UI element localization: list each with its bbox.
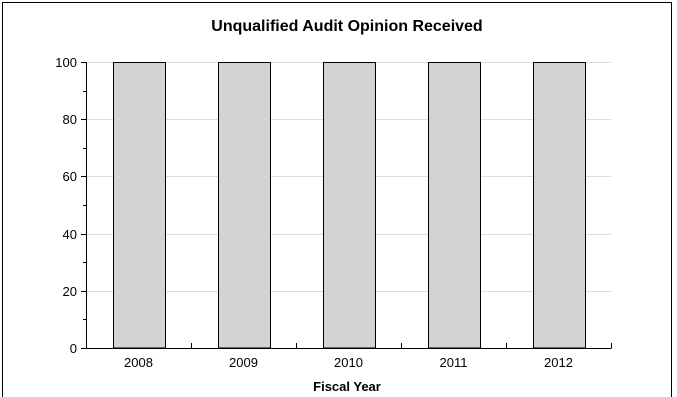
y-tick-label: 0 xyxy=(70,341,77,356)
bar-2008 xyxy=(113,62,166,349)
axes xyxy=(81,62,612,349)
bar-2010 xyxy=(323,62,376,349)
x-tick-label: 2010 xyxy=(334,355,363,370)
y-tick-label: 20 xyxy=(63,284,77,299)
tick-labels: 0 20 40 60 80 100 2008 2009 2010 2011 2012 xyxy=(55,55,573,370)
y-tick-label: 60 xyxy=(63,169,77,184)
x-axis-title: Fiscal Year xyxy=(313,379,381,394)
bar-2011 xyxy=(428,62,481,349)
bars xyxy=(113,62,586,349)
x-tick-label: 2008 xyxy=(124,355,153,370)
x-tick-label: 2011 xyxy=(440,355,468,370)
x-tick-label: 2009 xyxy=(229,355,258,370)
x-tick-label: 2012 xyxy=(544,355,573,370)
bar-2012 xyxy=(533,62,586,349)
bar-2009 xyxy=(218,62,271,349)
chart-title: Unqualified Audit Opinion Received xyxy=(211,18,482,35)
y-tick-label: 40 xyxy=(63,227,77,242)
y-tick-label: 100 xyxy=(55,55,77,70)
y-tick-label: 80 xyxy=(63,112,77,127)
